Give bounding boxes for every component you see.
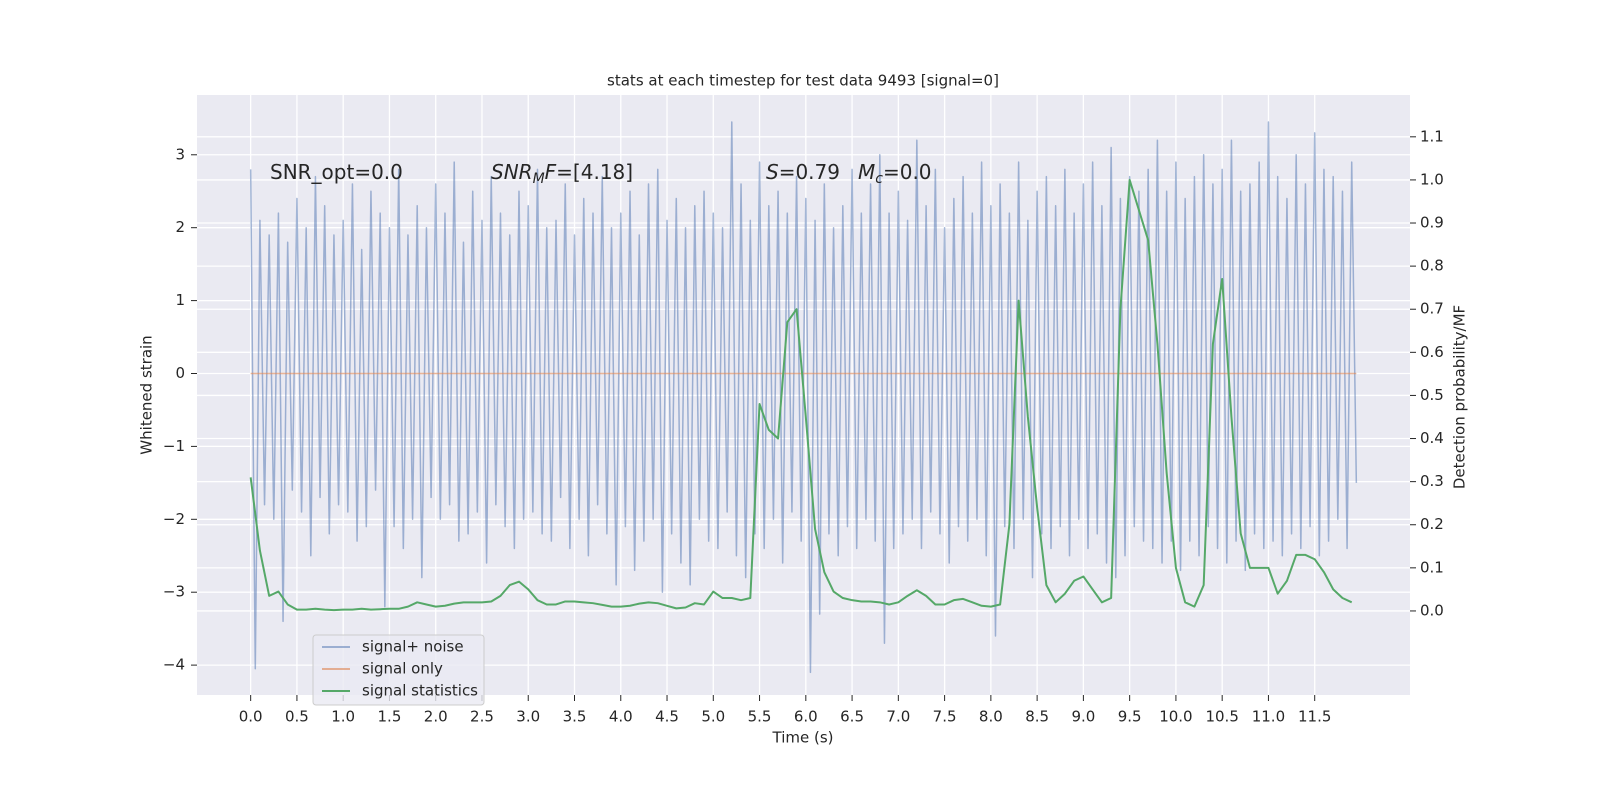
- y2-tick-label: 0.7: [1420, 300, 1444, 318]
- x-tick-label: 2.0: [424, 708, 448, 726]
- x-tick-label: 8.0: [979, 708, 1003, 726]
- x-tick-label: 11.0: [1252, 708, 1285, 726]
- x-axis-label: Time (s): [772, 729, 834, 747]
- series-line: [249, 178, 1353, 612]
- y2-tick-label: 1.1: [1420, 127, 1444, 145]
- series-line: [249, 121, 1358, 674]
- legend: signal+ noise signal only signal statistic…: [312, 634, 485, 706]
- annotation: SNR_opt=0.0: [270, 160, 403, 184]
- x-tick-label: 3.0: [516, 708, 540, 726]
- x-tick-label: 3.5: [563, 708, 587, 726]
- y2-tick-label: 0.0: [1420, 601, 1444, 619]
- y2-tick-label: 0.4: [1420, 429, 1444, 447]
- y2-tick-label: 0.5: [1420, 386, 1444, 404]
- labels: 0.0 0.5 1.0 1.5 2.0 2.5 3.0 3.5 4.0 4.5 5.0 5.5 6.0 6…: [163, 127, 1444, 725]
- y-tick-label: 3: [175, 145, 185, 163]
- annotation-part: =0.0: [883, 160, 932, 184]
- y2-tick-label: 0.9: [1420, 214, 1444, 232]
- y2-tick-label: 1.0: [1420, 170, 1444, 188]
- y2-tick-label: 0.6: [1420, 343, 1444, 361]
- x-tick-label: 4.5: [655, 708, 679, 726]
- x-tick-label: 1.5: [378, 708, 402, 726]
- annotation-part: M: [533, 171, 545, 187]
- x-tick-label: 10.5: [1205, 708, 1238, 726]
- x-tick-label: 8.5: [1025, 708, 1049, 726]
- y-axis-label: Whitened strain: [138, 335, 156, 454]
- marks: [249, 121, 1358, 674]
- x-tick-label: 10.0: [1159, 708, 1192, 726]
- annotation: SNRMF=[4.18]: [491, 160, 633, 188]
- y2-tick-label: 0.2: [1420, 515, 1444, 533]
- y-tick-label: −4: [163, 656, 185, 674]
- chart-title: stats at each timestep for test data 949…: [607, 72, 999, 90]
- annotation-part: S: [766, 160, 779, 184]
- annotation-part: =0.79: [779, 160, 840, 184]
- y-tick-label: 2: [175, 218, 185, 236]
- annotation-part: F: [545, 160, 557, 184]
- annotation-part: M: [858, 160, 875, 184]
- x-tick-label: 4.0: [609, 708, 633, 726]
- x-tick-label: 11.5: [1298, 708, 1331, 726]
- y-tick-label: −1: [163, 437, 185, 455]
- x-tick-label: 2.5: [470, 708, 494, 726]
- x-tick-label: 6.0: [794, 708, 818, 726]
- x-tick-label: 6.5: [840, 708, 864, 726]
- x-tick-label: 9.5: [1118, 708, 1142, 726]
- annotation-part: c: [875, 171, 883, 187]
- x-tick-label: 7.5: [933, 708, 957, 726]
- legend-box: [312, 634, 485, 706]
- x-tick-label: 0.0: [239, 708, 263, 726]
- x-tick-label: 5.0: [701, 708, 725, 726]
- x-tick-label: 9.0: [1071, 708, 1095, 726]
- annotation: S=0.79: [766, 160, 840, 184]
- annotation-part: SNR: [491, 160, 533, 184]
- y-tick-label: 0: [175, 364, 185, 382]
- x-tick-label: 5.5: [748, 708, 772, 726]
- legend-label: signal+ noise: [362, 638, 464, 656]
- y-tick-label: 1: [175, 291, 185, 309]
- y2-tick-label: 0.1: [1420, 558, 1444, 576]
- legend-label: signal only: [362, 660, 443, 678]
- annotation-part: =[4.18]: [556, 160, 633, 184]
- annotation-part: SNR_opt=0.0: [270, 160, 403, 184]
- x-tick-label: 0.5: [285, 708, 309, 726]
- y2-tick-label: 0.3: [1420, 472, 1444, 490]
- x-tick-label: 1.0: [331, 708, 355, 726]
- annotation: Mc=0.0: [858, 160, 932, 188]
- y-tick-label: −3: [163, 583, 185, 601]
- y-tick-label: −2: [163, 510, 185, 528]
- legend-label: signal statistics: [362, 682, 478, 700]
- y2-axis-label: Detection probability/MF: [1451, 305, 1469, 489]
- y2-tick-label: 0.8: [1420, 257, 1444, 275]
- x-tick-label: 7.0: [886, 708, 910, 726]
